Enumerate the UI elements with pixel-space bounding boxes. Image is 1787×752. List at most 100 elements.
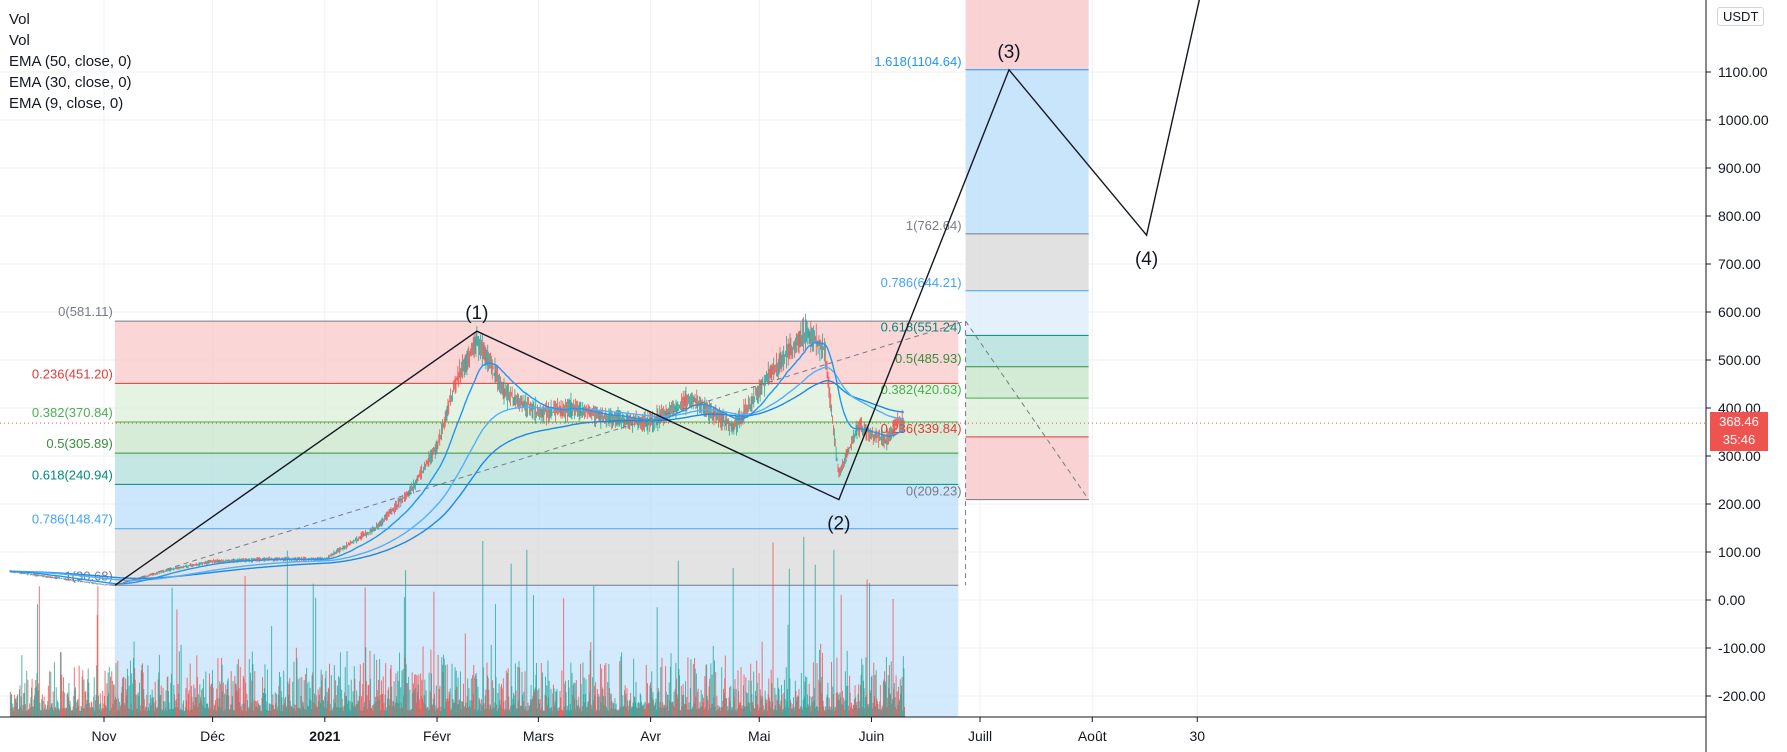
volume-bar: [762, 705, 764, 717]
volume-bar: [11, 694, 13, 717]
volume-bar: [616, 709, 618, 717]
volume-bar: [810, 710, 812, 717]
volume-bar: [475, 674, 477, 717]
volume-bar: [76, 702, 78, 717]
volume-bar: [881, 708, 883, 717]
volume-bar: [365, 647, 367, 717]
volume-bar: [116, 698, 118, 717]
volume-bar: [840, 594, 842, 717]
volume-bar: [278, 685, 280, 717]
volume-bar: [781, 694, 783, 717]
volume-bar: [834, 710, 836, 717]
volume-bar: [204, 697, 206, 717]
volume-bar: [897, 704, 899, 717]
volume-bar: [592, 677, 594, 717]
volume-bar: [143, 699, 145, 717]
volume-bar: [73, 696, 75, 717]
volume-bar: [887, 675, 889, 717]
volume-bar: [493, 688, 495, 717]
volume-bar: [272, 705, 274, 717]
volume-bar: [444, 664, 446, 717]
volume-bar: [783, 679, 785, 717]
volume-bar: [491, 709, 493, 717]
volume-bar: [613, 709, 615, 717]
volume-bar: [668, 710, 670, 717]
volume-bar: [18, 689, 20, 717]
volume-bar: [81, 676, 83, 717]
volume-bar: [135, 708, 137, 717]
volume-bar: [625, 707, 627, 717]
volume-bar: [298, 707, 300, 717]
volume-bar: [514, 663, 516, 717]
volume-bar: [873, 696, 875, 717]
volume-bar: [27, 709, 29, 717]
volume-bar: [680, 710, 682, 717]
legend-ema-50[interactable]: EMA (50, close, 0): [9, 53, 132, 70]
volume-bar: [445, 701, 447, 717]
volume-bar: [132, 658, 134, 717]
volume-bar: [665, 691, 667, 717]
currency-label[interactable]: USDT: [1717, 7, 1765, 26]
volume-bar: [330, 675, 332, 717]
volume-bar: [194, 688, 196, 717]
volume-bar: [880, 710, 882, 717]
volume-bar: [564, 683, 566, 717]
volume-bar: [413, 690, 415, 717]
volume-bar: [461, 701, 463, 717]
volume-bar: [698, 708, 700, 717]
volume-bar: [800, 672, 802, 717]
volume-bar: [546, 705, 548, 717]
volume-bar: [42, 700, 44, 717]
volume-bar: [309, 687, 311, 717]
volume-bar: [307, 706, 309, 717]
volume-bar: [878, 708, 880, 717]
volume-bar: [543, 710, 545, 717]
price-axis-label: 500.00: [1718, 352, 1761, 368]
volume-bar: [549, 708, 551, 717]
volume-bar: [196, 677, 198, 717]
volume-bar: [882, 707, 884, 717]
volume-bar: [123, 676, 125, 717]
volume-bar: [67, 692, 69, 717]
volume-bar: [884, 681, 886, 717]
volume-bar: [801, 707, 803, 717]
volume-bar: [68, 683, 70, 717]
volume-bar: [639, 693, 641, 717]
volume-bar: [427, 706, 429, 717]
volume-bar: [64, 692, 66, 717]
volume-bar: [257, 703, 259, 717]
volume-bar: [554, 706, 556, 717]
legend-ema-30[interactable]: EMA (30, close, 0): [9, 74, 132, 91]
volume-bar: [161, 710, 163, 717]
volume-bar: [891, 703, 893, 717]
volume-bar: [887, 697, 889, 717]
volume-bar: [119, 701, 121, 717]
volume-bar: [294, 710, 296, 717]
volume-bar: [46, 705, 48, 717]
legend-ema-9[interactable]: EMA (9, close, 0): [9, 95, 124, 112]
legend-volume-2[interactable]: Vol: [9, 32, 30, 49]
volume-bar: [374, 703, 376, 717]
volume-bar: [702, 702, 704, 717]
volume-bar: [471, 700, 473, 717]
volume-bar: [788, 707, 790, 717]
volume-bar: [678, 675, 680, 717]
legend-volume-1[interactable]: Vol: [9, 11, 30, 28]
volume-bar: [149, 694, 151, 717]
volume-bar: [209, 686, 211, 717]
volume-bar: [531, 698, 533, 717]
volume-bar: [224, 709, 226, 717]
volume-bar: [338, 708, 340, 717]
volume-bar: [454, 667, 456, 717]
volume-bar: [439, 685, 441, 717]
volume-bar: [812, 662, 814, 717]
volume-bar: [418, 699, 420, 717]
volume-bar: [663, 704, 665, 717]
volume-bar: [265, 693, 267, 717]
volume-bar: [174, 700, 176, 717]
volume-bar: [151, 689, 153, 717]
volume-bar: [847, 685, 849, 717]
volume-bar: [119, 706, 121, 717]
volume-bar: [333, 699, 335, 717]
